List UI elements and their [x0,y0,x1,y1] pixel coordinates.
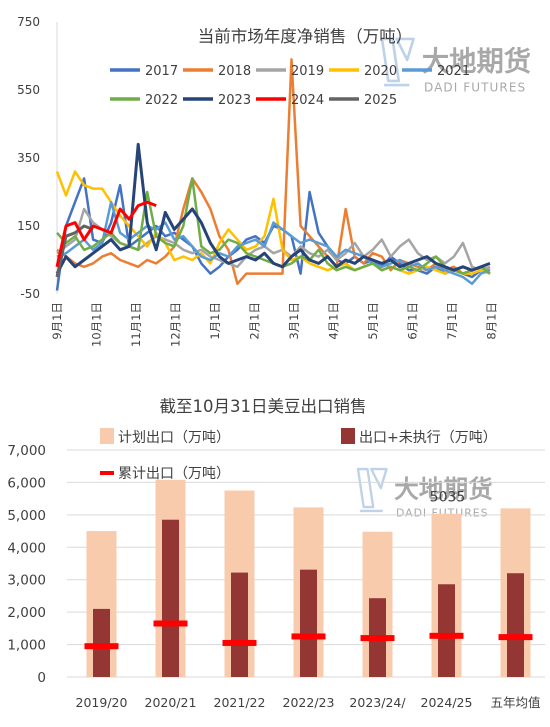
x-tick-label: 2021/22 [214,695,266,710]
y-tick-label: 1,000 [7,638,46,654]
marker-cumulative [84,643,119,650]
series-line-2025 [55,224,94,278]
x-tick-label: 11月1日 [129,302,143,347]
x-tick-label: 2022/23 [283,695,335,710]
marker-cumulative [498,634,533,641]
y-tick-label: 750 [17,15,40,29]
x-tick-label: 8月1日 [485,302,499,340]
x-tick-label: 4月1日 [327,302,341,340]
series-line-2024 [55,200,157,268]
y-tick-label: 0 [37,670,46,686]
x-tick-label: 6月1日 [406,302,420,340]
x-tick-label: 2020/21 [145,695,197,710]
dadi-futures-logo: 大地期货 DADI FUTURES [380,37,531,94]
marker-cumulative [360,635,395,642]
bar-export [507,573,524,677]
logo-subtitle: DADI FUTURES [396,507,488,520]
x-tick-label: 2019/20 [76,695,128,710]
marker-cumulative [222,639,257,646]
legend-label-2017: 2017 [145,64,178,79]
net-sales-line-chart: 大地期货 DADI FUTURES -50 150 350 550 750 9月1日 10月1日… [17,15,531,347]
marker-cumulative [291,633,326,640]
logo-subtitle: DADI FUTURES [424,80,526,94]
marker-cumulative [429,632,464,639]
x-tick-label: 2月1日 [248,302,262,340]
bar-export [438,584,455,677]
x-tick-label: 1月1日 [208,302,222,340]
legend-label-2019: 2019 [291,64,324,79]
x-tick-label: 7月1日 [445,302,459,340]
logo-emblem-icon [356,467,388,513]
y-tick-label: 5,000 [7,508,46,524]
bar-export [93,608,110,677]
legend-swatch-cumulative [100,471,114,475]
bar-export [300,569,317,677]
y-tick-label: 7,000 [7,443,46,459]
y-tick-label: 2,000 [7,605,46,621]
chart-title: 当前市场年度净销售（万吨） [198,27,413,46]
x-tick-label: 5月1日 [366,302,380,340]
y-tick-label: 4,000 [7,540,46,556]
logo-name: 大地期货 [422,45,531,77]
x-tick-label: 2023/24/ [349,695,406,710]
series-line-2023 [55,142,491,275]
legend-label-2022: 2022 [145,93,178,108]
y-tick-label: 150 [17,219,40,233]
export-sales-bar-chart: 大地期货 DADI FUTURES 截至10月31日美豆出口销售 0 1,000 2,00… [7,397,545,710]
legend-label-2024: 2024 [291,93,324,108]
chart-title: 截至10月31日美豆出口销售 [160,397,367,416]
x-tick-label: 2024/25 [421,695,473,710]
y-tick-label: -50 [20,287,40,301]
bar-export [231,572,248,677]
x-tick-label: 9月1日 [50,302,64,340]
legend-label-export: 出口+未执行（万吨） [359,430,497,446]
x-tick-label: 10月1日 [90,302,104,347]
y-tick-label: 6,000 [7,475,46,491]
y-tick-label: 550 [17,83,40,97]
logo-name: 大地期货 [394,475,493,504]
legend-label-2021: 2021 [437,64,470,79]
legend-label-2023: 2023 [218,93,251,108]
dadi-futures-logo: 大地期货 DADI FUTURES [356,467,493,520]
series-line-2018 [56,58,491,286]
marker-cumulative [153,620,188,627]
x-tick-label: 3月1日 [287,302,301,340]
legend-label-plan: 计划出口（万吨） [118,430,230,446]
legend-label-cumulative: 累计出口（万吨） [118,466,230,482]
legend-label-2018: 2018 [218,64,251,79]
logo-emblem-icon [380,37,415,87]
legend-label-2020: 2020 [364,64,397,79]
bar-export [162,519,179,677]
legend-swatch-plan [100,428,114,444]
y-tick-label: 350 [17,151,40,165]
data-label: 5035 [430,490,466,506]
legend-label-2025: 2025 [364,93,397,108]
legend-swatch-export [341,428,355,444]
x-tick-label: 12月1日 [169,302,183,347]
x-tick-label: 五年均值 [490,695,540,710]
y-tick-label: 3,000 [7,573,46,589]
